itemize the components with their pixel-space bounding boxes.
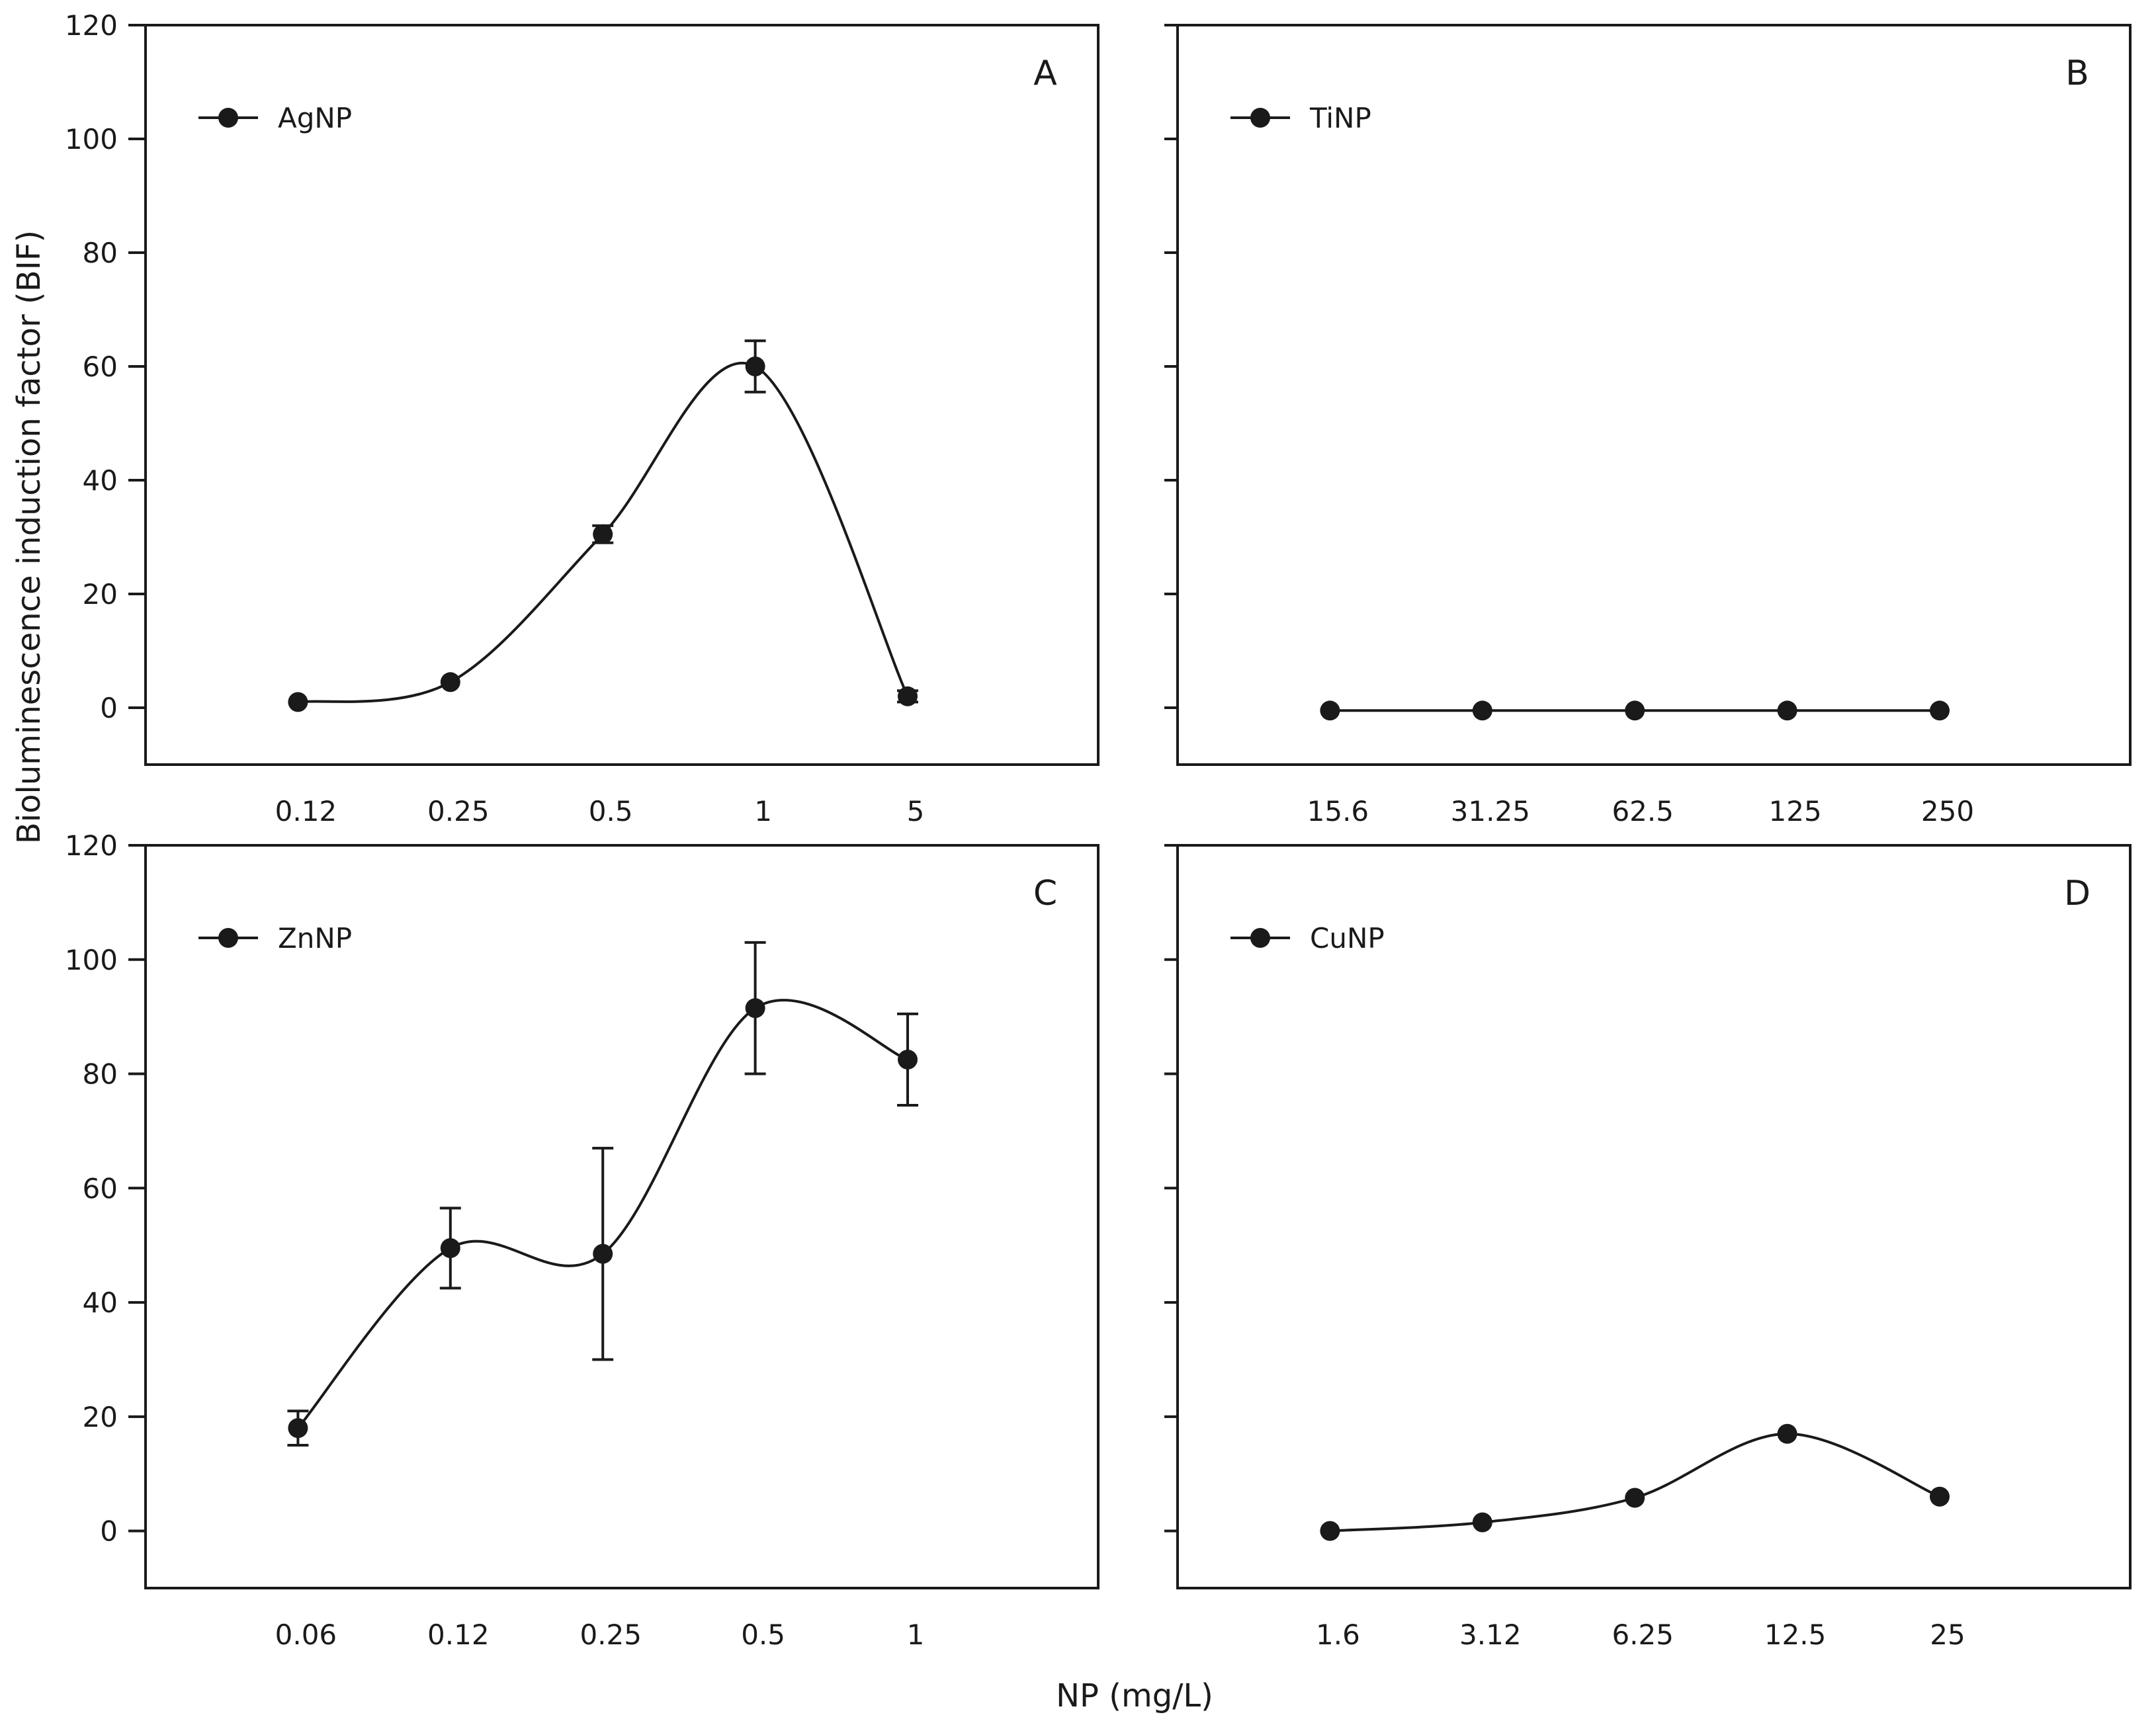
- panel-c-ytick-label: 60: [83, 1172, 118, 1204]
- panel-a-series-line: [298, 361, 909, 704]
- panel-c-data-point: [745, 998, 765, 1019]
- panel-d-data-point: [1625, 1488, 1645, 1508]
- panel-c-ytick-label: 80: [83, 1058, 118, 1091]
- panel-d-xtick-label: 6.25: [1612, 1619, 1674, 1651]
- panel-d-series-line: [1330, 1432, 1940, 1533]
- panel-b-xtick-label: 125: [1769, 795, 1822, 827]
- panel-b-data-point: [1320, 700, 1340, 721]
- panel-c-ytick-label: 120: [65, 829, 118, 862]
- panel-b-letter: B: [2065, 54, 2089, 93]
- panel-c-legend-label: ZnNP: [278, 922, 352, 954]
- panel-a-ytick-label: 0: [100, 692, 118, 724]
- panel-b-data-point: [1930, 700, 1950, 721]
- panel-a-data-point: [440, 672, 460, 693]
- panel-a-legend-label: AgNP: [278, 102, 352, 134]
- panel-b-legend-marker: [1250, 108, 1270, 128]
- panel-d-xtick-label: 25: [1930, 1619, 1965, 1651]
- panel-c-data-point: [593, 1243, 613, 1264]
- panel-d-legend-marker: [1250, 928, 1270, 948]
- panel-a-data-point: [593, 524, 613, 544]
- panel-a-ytick-label: 100: [65, 123, 118, 155]
- panel-c-xtick-label: 0.06: [275, 1619, 337, 1651]
- panel-c-xtick-label: 0.25: [580, 1619, 642, 1651]
- panel-b-data-point: [1472, 700, 1492, 721]
- panel-a: 0 20 40 60 80 100 120 0.12 0.25 0.5 1 5 AgNP A: [65, 9, 1100, 827]
- panel-c-frame: [144, 844, 1100, 1589]
- panel-d-xtick-label: 1.6: [1316, 1619, 1360, 1651]
- panel-a-letter: A: [1033, 54, 1057, 93]
- panel-d-xtick-label: 12.5: [1764, 1619, 1827, 1651]
- panel-c: 0 20 40 60 80 100 120 0.06 0.12 0.25 0.5 1 ZnNP C: [65, 829, 1100, 1651]
- panel-c-ytick-label: 100: [65, 944, 118, 976]
- panel-d: 1.6 3.12 6.25 12.5 25 CuNP D: [1164, 844, 2132, 1651]
- panel-d-data-point: [1472, 1512, 1492, 1533]
- panel-d-frame: [1176, 844, 2132, 1589]
- panel-a-ytick-label: 20: [83, 578, 118, 610]
- panel-d-data-point: [1930, 1486, 1950, 1507]
- panel-a-ytick-label: 60: [83, 351, 118, 383]
- panel-a-data-point: [898, 686, 918, 706]
- panel-c-ytick-label: 20: [83, 1401, 118, 1433]
- panel-d-data-point: [1777, 1423, 1797, 1444]
- panel-b-xtick-label: 62.5: [1612, 795, 1674, 827]
- panel-c-letter: C: [1033, 874, 1057, 913]
- panel-b-xtick-label: 31.25: [1451, 795, 1530, 827]
- panel-c-legend-marker: [218, 928, 238, 948]
- panel-c-xtick-label: 0.5: [741, 1619, 785, 1651]
- panel-b-frame: [1176, 24, 2132, 766]
- panel-a-ytick-label: 120: [65, 9, 118, 42]
- panel-a-data-point: [745, 357, 765, 376]
- panel-c-ytick-label: 40: [83, 1286, 118, 1319]
- panel-a-legend-marker: [218, 108, 238, 128]
- panel-c-xtick-label: 0.12: [427, 1619, 490, 1651]
- panel-a-xtick-label: 0.5: [589, 795, 633, 827]
- panel-a-ytick-label: 80: [83, 237, 118, 269]
- panel-b-data-point: [1777, 700, 1797, 721]
- panel-a-data-point: [288, 692, 308, 712]
- panel-c-ytick-label: 0: [100, 1515, 118, 1548]
- panel-a-ytick-label: 40: [83, 464, 118, 497]
- panel-a-xtick-label: 0.12: [275, 795, 337, 827]
- panel-b-xtick-label: 15.6: [1307, 795, 1369, 827]
- panel-b: 15.6 31.25 62.5 125 250 TiNP B: [1164, 24, 2132, 827]
- x-axis-title: NP (mg/L): [1056, 1677, 1213, 1714]
- panel-a-frame: [144, 24, 1100, 766]
- panel-a-xtick-label: 0.25: [427, 795, 490, 827]
- panel-b-xtick-label: 250: [1921, 795, 1974, 827]
- panel-d-legend-label: CuNP: [1310, 922, 1385, 954]
- panel-c-data-point: [288, 1418, 308, 1439]
- panel-b-data-point: [1625, 700, 1645, 721]
- panel-d-data-point: [1320, 1521, 1340, 1541]
- panel-c-data-point: [440, 1238, 460, 1259]
- panel-c-data-point: [898, 1049, 918, 1070]
- panel-a-xtick-label: 5: [907, 795, 925, 827]
- panel-a-xtick-label: 1: [754, 795, 772, 827]
- panel-d-xtick-label: 3.12: [1459, 1619, 1522, 1651]
- panel-d-letter: D: [2064, 874, 2091, 913]
- panel-c-xtick-label: 1: [907, 1619, 925, 1651]
- y-axis-title: Bioluminescence induction factor (BIF): [11, 230, 48, 844]
- panel-b-legend-label: TiNP: [1309, 102, 1371, 134]
